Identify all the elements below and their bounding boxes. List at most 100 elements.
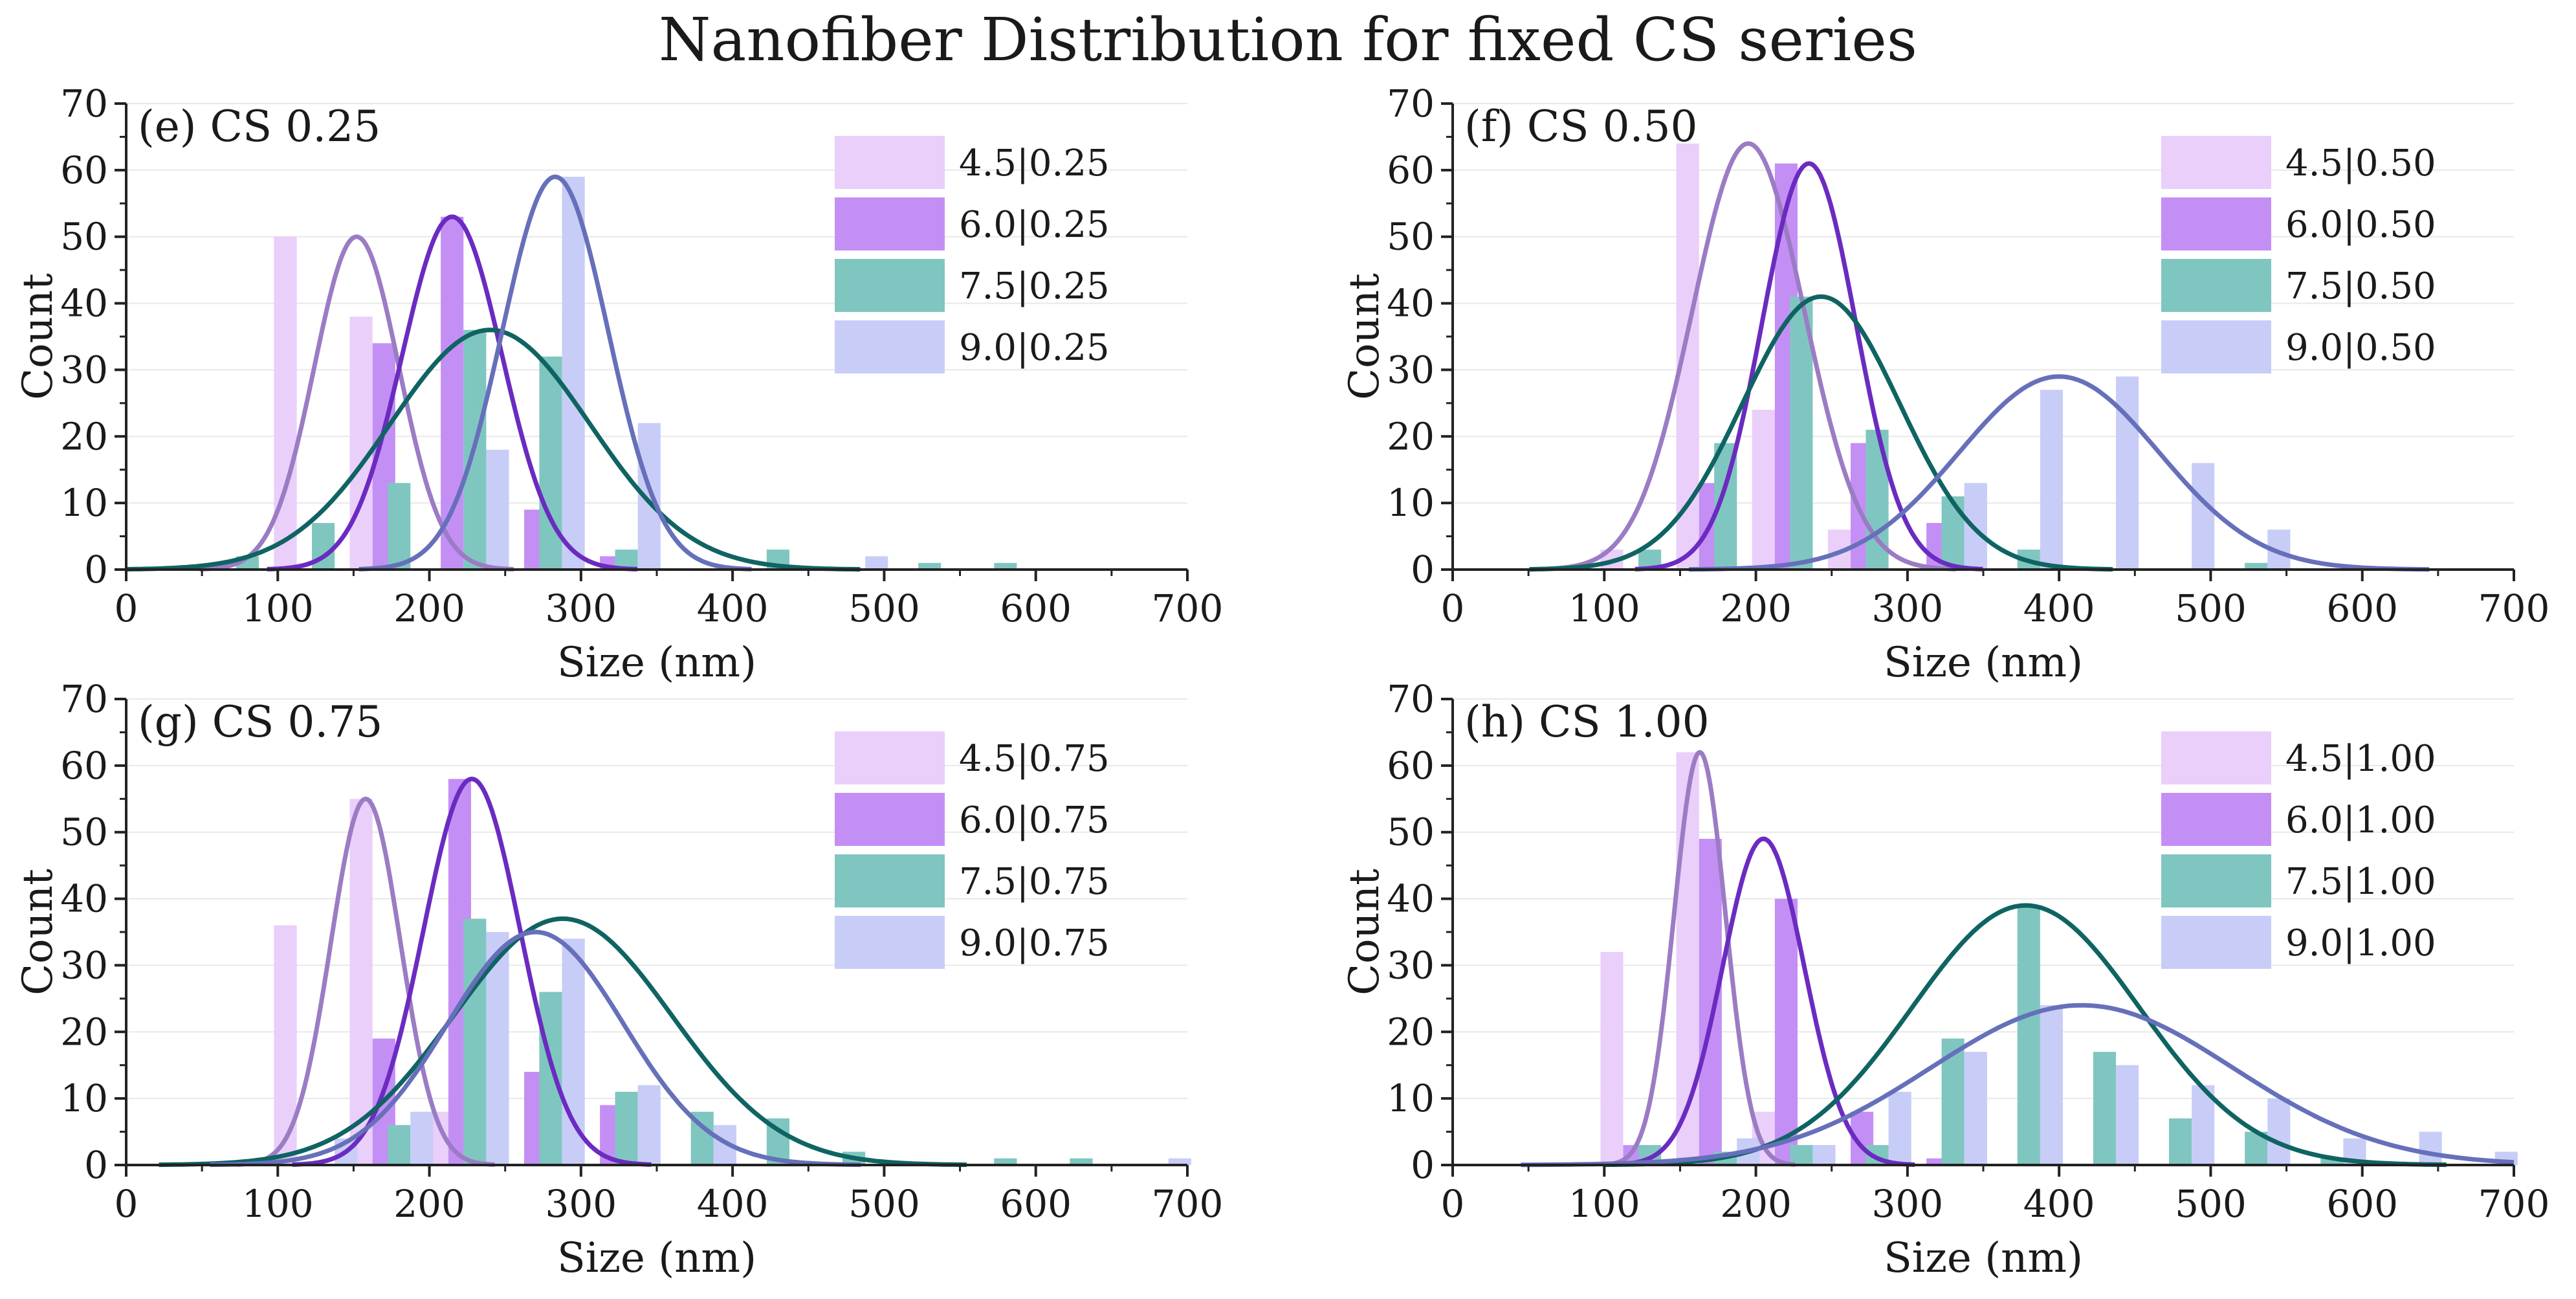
x-tick-label: 400 — [697, 586, 769, 630]
bar-7.5 — [1790, 1145, 1813, 1165]
x-tick-label: 300 — [1871, 586, 1943, 630]
legend-label: 6.0|0.50 — [2285, 204, 2436, 246]
legend-label: 7.5|0.50 — [2285, 265, 2436, 307]
fit-curve-6.0 — [1635, 161, 1983, 572]
bar-7.5 — [463, 918, 487, 1165]
x-tick-label: 600 — [1000, 1182, 1072, 1226]
panel-label: (e) CS 0.25 — [138, 102, 380, 151]
fit-curve-9.0 — [210, 929, 861, 1168]
y-axis-label: Count — [14, 273, 62, 400]
y-tick-label: 60 — [1387, 744, 1435, 788]
x-tick-label: 700 — [2478, 586, 2550, 630]
bar-9.0 — [637, 1085, 661, 1165]
y-tick-label: 70 — [60, 677, 108, 721]
legend-label: 7.5|0.75 — [959, 861, 1110, 903]
x-tick-label: 600 — [1000, 586, 1072, 630]
x-tick-label: 400 — [2023, 586, 2095, 630]
bar-9.0 — [1964, 483, 1987, 570]
bar-4.5 — [1752, 410, 1775, 570]
y-tick-label: 10 — [60, 1076, 108, 1120]
legend-label: 7.5|0.25 — [959, 265, 1110, 307]
y-tick-label: 40 — [60, 282, 108, 326]
bar-9.0 — [2192, 463, 2215, 570]
legend-swatch-6.0 — [835, 197, 945, 250]
x-tick-label: 600 — [2326, 586, 2398, 630]
bar-4.5 — [1676, 752, 1699, 1165]
x-axis-label: Size (nm) — [1884, 639, 2083, 687]
bar-7.5 — [994, 1158, 1017, 1165]
bar-9.0 — [2040, 390, 2063, 570]
bar-9.0 — [562, 938, 585, 1165]
legend-swatch-6.0 — [2161, 197, 2271, 250]
x-tick-label: 0 — [115, 586, 138, 630]
bar-7.5 — [994, 562, 1017, 570]
chart-panel-e: 0 100 200 300 400 500 600 700 0 10 20 30 40 50 60 70 Siz… — [14, 82, 1224, 687]
panel-label: (h) CS 1.00 — [1464, 697, 1710, 747]
bar-9.0 — [2267, 1098, 2291, 1165]
bar-6.0 — [1926, 1158, 1950, 1165]
y-tick-label: 0 — [1411, 1143, 1435, 1187]
legend-label: 4.5|0.50 — [2285, 142, 2436, 184]
x-tick-label: 200 — [1720, 1182, 1792, 1226]
x-tick-label: 500 — [848, 1182, 920, 1226]
legend-swatch-4.5 — [2161, 731, 2271, 784]
fit-curve-6.0 — [267, 214, 637, 572]
bar-9.0 — [2040, 1005, 2063, 1165]
x-tick-label: 600 — [2326, 1182, 2398, 1226]
legend-swatch-4.5 — [835, 136, 945, 189]
bar-4.5 — [1600, 951, 1624, 1165]
x-axis-label: Size (nm) — [1884, 1234, 2083, 1282]
bar-7.5 — [1941, 496, 1965, 570]
x-tick-label: 0 — [1441, 586, 1465, 630]
legend-label: 9.0|1.00 — [2285, 922, 2436, 964]
legend-label: 6.0|0.75 — [959, 799, 1110, 841]
y-tick-label: 60 — [1387, 148, 1435, 192]
bar-9.0 — [1888, 1091, 1911, 1165]
legend-label: 9.0|0.75 — [959, 922, 1110, 964]
y-tick-label: 60 — [60, 148, 108, 192]
x-tick-label: 200 — [393, 586, 465, 630]
legend-swatch-7.5 — [835, 854, 945, 907]
x-tick-label: 700 — [1152, 586, 1224, 630]
y-tick-label: 50 — [60, 215, 108, 259]
x-tick-label: 700 — [2478, 1182, 2550, 1226]
y-tick-label: 30 — [60, 943, 108, 987]
legend-swatch-7.5 — [835, 259, 945, 312]
y-tick-label: 30 — [1387, 348, 1435, 392]
x-tick-label: 300 — [545, 1182, 617, 1226]
x-tick-label: 200 — [393, 1182, 465, 1226]
x-tick-label: 500 — [2175, 586, 2247, 630]
x-tick-label: 0 — [1441, 1182, 1465, 1226]
y-axis-label: Count — [14, 869, 62, 995]
x-tick-label: 700 — [1152, 1182, 1224, 1226]
legend-label: 7.5|1.00 — [2285, 861, 2436, 903]
legend-swatch-9.0 — [835, 916, 945, 969]
legend-label: 4.5|0.25 — [959, 142, 1110, 184]
legend-label: 4.5|1.00 — [2285, 738, 2436, 780]
bar-6.0 — [1774, 898, 1798, 1165]
y-tick-label: 40 — [1387, 877, 1435, 921]
x-axis-label: Size (nm) — [557, 639, 756, 687]
y-tick-label: 20 — [60, 1010, 108, 1054]
x-tick-label: 300 — [545, 586, 617, 630]
legend-swatch-6.0 — [835, 793, 945, 846]
legend-label: 9.0|0.50 — [2285, 327, 2436, 369]
fit-curve-6.0 — [292, 776, 652, 1167]
legend-swatch-7.5 — [2161, 854, 2271, 907]
x-tick-label: 500 — [2175, 1182, 2247, 1226]
y-tick-label: 60 — [60, 744, 108, 788]
bar-7.5 — [2169, 1118, 2192, 1165]
legend-swatch-4.5 — [835, 731, 945, 784]
bar-6.0 — [441, 216, 464, 570]
legend-swatch-6.0 — [2161, 793, 2271, 846]
y-tick-label: 0 — [84, 548, 108, 592]
bar-7.5 — [2093, 1052, 2116, 1165]
bar-4.5 — [274, 236, 297, 570]
bar-9.0 — [1812, 1145, 1836, 1165]
x-tick-label: 100 — [242, 1182, 314, 1226]
legend-swatch-9.0 — [2161, 320, 2271, 373]
bar-7.5 — [539, 992, 562, 1165]
bar-4.5 — [349, 316, 373, 570]
bar-9.0 — [2116, 1065, 2139, 1165]
y-tick-label: 70 — [60, 82, 108, 126]
